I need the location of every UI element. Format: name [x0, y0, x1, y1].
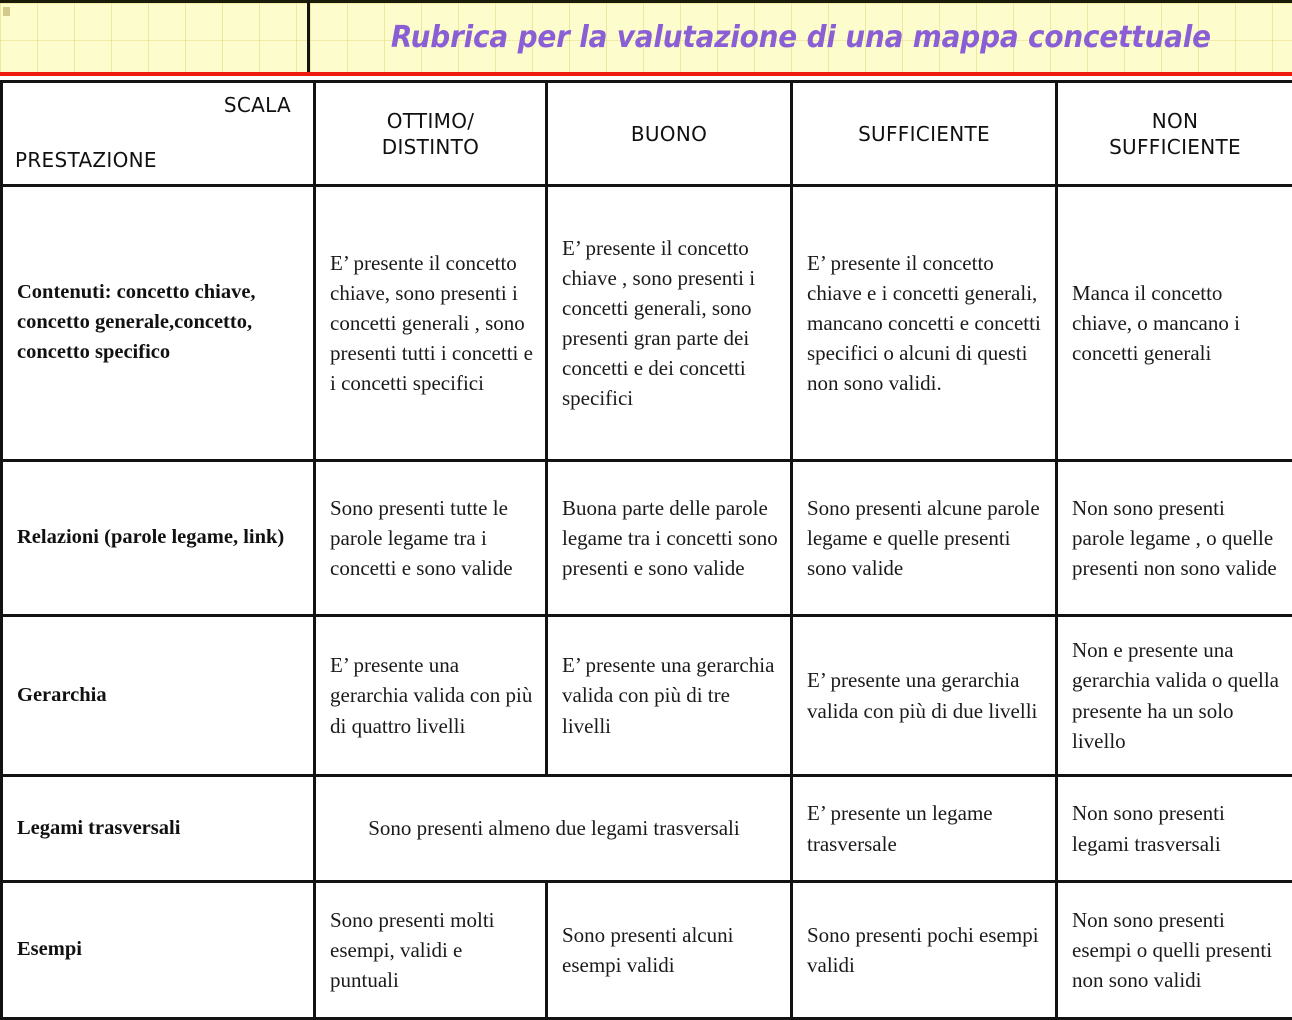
cell-contenuti-sufficiente: E’ presente il concetto chiave e i conce… [792, 186, 1057, 461]
column-header-sufficiente: SUFFICIENTE [792, 82, 1057, 186]
column-header-ottimo-distinto: OTTIMO/ DISTINTO [315, 82, 547, 186]
header-corner-cell: SCALA PRESTAZIONE [2, 82, 315, 186]
column-header-buono: BUONO [547, 82, 792, 186]
table-row: Legami trasversali Sono presenti almeno … [2, 776, 1292, 882]
cell-esempi-buono: Sono presenti alcuni esempi validi [547, 882, 792, 1019]
cell-esempi-non-sufficiente: Non sono presenti esempi o quelli presen… [1057, 882, 1292, 1019]
page-title: Rubrica per la valutazione di una mappa … [391, 20, 1211, 55]
cell-legami-ottimo-buono-merged: Sono presenti almeno due legami trasvers… [315, 776, 792, 882]
cell-legami-non-sufficiente: Non sono presenti legami trasversali [1057, 776, 1292, 882]
table-header-row: SCALA PRESTAZIONE OTTIMO/ DISTINTO BUONO… [2, 82, 1292, 186]
cell-legami-sufficiente: E’ presente un legame trasversale [792, 776, 1057, 882]
cell-gerarchia-sufficiente: E’ presente una gerarchia valida con più… [792, 616, 1057, 776]
table-row: Esempi Sono presenti molti esempi, valid… [2, 882, 1292, 1019]
cell-esempi-sufficiente: Sono presenti pochi esempi validi [792, 882, 1057, 1019]
column-header-line-1: BUONO [554, 121, 784, 147]
banner-left-panel [0, 3, 310, 72]
cell-contenuti-ottimo: E’ presente il concetto chiave, sono pre… [315, 186, 547, 461]
performance-label: PRESTAZIONE [15, 148, 157, 172]
cell-esempi-ottimo: Sono presenti molti esempi, validi e pun… [315, 882, 547, 1019]
table-row: Gerarchia E’ presente una gerarchia vali… [2, 616, 1292, 776]
criterion-relazioni: Relazioni (parole legame, link) [2, 461, 315, 616]
criterion-gerarchia: Gerarchia [2, 616, 315, 776]
cell-relazioni-sufficiente: Sono presenti alcune parole legame e que… [792, 461, 1057, 616]
column-header-non-sufficiente: NON SUFFICIENTE [1057, 82, 1292, 186]
column-header-line-2: DISTINTO [322, 134, 539, 160]
criterion-legami-trasversali: Legami trasversali [2, 776, 315, 882]
table-row: Contenuti: concetto chiave, concetto gen… [2, 186, 1292, 461]
column-header-line-1: NON [1064, 108, 1286, 134]
column-header-line-2: SUFFICIENTE [1064, 134, 1286, 160]
title-banner: Rubrica per la valutazione di una mappa … [0, 0, 1292, 76]
cell-gerarchia-buono: E’ presente una gerarchia valida con più… [547, 616, 792, 776]
cell-contenuti-buono: E’ presente il concetto chiave , sono pr… [547, 186, 792, 461]
banner-title-panel: Rubrica per la valutazione di una mappa … [310, 3, 1292, 72]
scale-label: SCALA [224, 93, 291, 117]
criterion-esempi: Esempi [2, 882, 315, 1019]
cell-contenuti-non-sufficiente: Manca il concetto chiave, o mancano i co… [1057, 186, 1292, 461]
cell-gerarchia-ottimo: E’ presente una gerarchia valida con più… [315, 616, 547, 776]
cell-relazioni-buono: Buona parte delle parole legame tra i co… [547, 461, 792, 616]
cell-relazioni-non-sufficiente: Non sono presenti parole legame , o quel… [1057, 461, 1292, 616]
table-row: Relazioni (parole legame, link) Sono pre… [2, 461, 1292, 616]
cell-relazioni-ottimo: Sono presenti tutte le parole legame tra… [315, 461, 547, 616]
rubric-table: SCALA PRESTAZIONE OTTIMO/ DISTINTO BUONO… [0, 80, 1292, 1020]
column-header-line-1: OTTIMO/ [322, 108, 539, 134]
cell-gerarchia-non-sufficiente: Non e presente una gerarchia valida o qu… [1057, 616, 1292, 776]
criterion-contenuti: Contenuti: concetto chiave, concetto gen… [2, 186, 315, 461]
column-header-line-1: SUFFICIENTE [799, 121, 1049, 147]
